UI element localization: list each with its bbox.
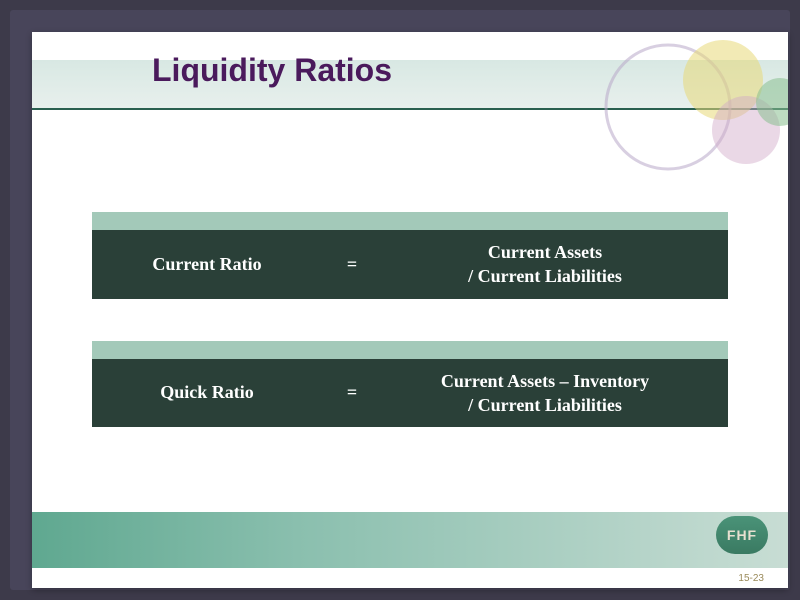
title-underline [32, 108, 788, 110]
formula-line: / Current Liabilities [468, 266, 622, 286]
ratio-formula: Current Assets / Current Liabilities [382, 240, 728, 289]
outer-frame: Liquidity Ratios Current Ratio = Current… [10, 10, 790, 590]
ratio-name: Current Ratio [92, 254, 322, 275]
decorative-circles [548, 32, 788, 212]
formula-line: Current Assets [488, 242, 602, 262]
page-number: 15-23 [738, 573, 764, 584]
slide-title: Liquidity Ratios [152, 52, 392, 89]
ratio-formula: Current Assets – Inventory / Current Lia… [382, 369, 728, 418]
content-area: Current Ratio = Current Assets / Current… [92, 212, 728, 469]
formula-line: / Current Liabilities [468, 395, 622, 415]
equals-sign: = [322, 254, 382, 275]
ratio-row: Current Ratio = Current Assets / Current… [92, 230, 728, 299]
equals-sign: = [322, 382, 382, 403]
slide: Liquidity Ratios Current Ratio = Current… [32, 32, 788, 588]
ratio-accent-bar [92, 212, 728, 230]
ratio-accent-bar [92, 341, 728, 359]
ratio-block: Current Ratio = Current Assets / Current… [92, 212, 728, 299]
formula-line: Current Assets – Inventory [441, 371, 649, 391]
ratio-block: Quick Ratio = Current Assets – Inventory… [92, 341, 728, 428]
title-bar [32, 60, 788, 108]
footer-bar [32, 512, 788, 568]
ratio-row: Quick Ratio = Current Assets – Inventory… [92, 359, 728, 428]
ratio-name: Quick Ratio [92, 382, 322, 403]
fhf-badge: FHF [716, 516, 768, 554]
